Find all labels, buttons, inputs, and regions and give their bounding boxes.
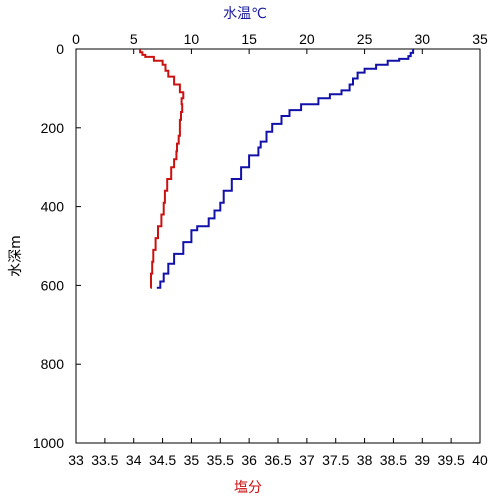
top-tick-label: 0 xyxy=(72,31,80,47)
bottom-tick-label: 37 xyxy=(299,452,315,468)
bottom-tick-label: 35 xyxy=(184,452,200,468)
left-axis-ticks: 0 200 400 600 800 1000 xyxy=(33,41,81,451)
bottom-tick-label: 33.5 xyxy=(91,452,118,468)
bottom-tick-label: 35.5 xyxy=(207,452,234,468)
bottom-tick-label: 36 xyxy=(241,452,257,468)
left-axis-title: 水深m xyxy=(8,235,24,277)
top-tick-label: 30 xyxy=(414,31,430,47)
top-axis-ticks: 0 5 10 15 20 25 30 35 xyxy=(72,31,488,54)
left-tick-label: 200 xyxy=(41,120,65,136)
bottom-tick-label: 36.5 xyxy=(264,452,291,468)
bottom-tick-label: 39.5 xyxy=(438,452,465,468)
left-tick-label: 800 xyxy=(41,356,65,372)
plot-frame xyxy=(75,48,481,444)
bottom-tick-label: 40 xyxy=(472,452,488,468)
left-tick-label: 400 xyxy=(41,199,65,215)
bottom-axis-ticks: 33 33.5 34 34.5 35 35.5 36 36.5 37 37.5 38 38.5 39 39… xyxy=(68,438,488,468)
bottom-tick-label: 34 xyxy=(126,452,142,468)
top-tick-label: 15 xyxy=(241,31,257,47)
series-line-1 xyxy=(139,49,185,289)
series-line-2 xyxy=(156,49,415,289)
left-tick-label: 600 xyxy=(41,277,65,293)
series-group xyxy=(139,49,415,289)
bottom-tick-label: 37.5 xyxy=(322,452,349,468)
top-tick-label: 10 xyxy=(184,31,200,47)
left-tick-label: 1000 xyxy=(33,435,64,451)
top-axis-title: 水温℃ xyxy=(223,6,267,22)
bottom-tick-label: 39 xyxy=(414,452,430,468)
bottom-axis-title: 塩分 xyxy=(234,480,262,496)
bottom-tick-label: 33 xyxy=(68,452,84,468)
top-tick-label: 25 xyxy=(357,31,373,47)
bottom-tick-label: 38.5 xyxy=(380,452,407,468)
bottom-tick-label: 38 xyxy=(357,452,373,468)
bottom-tick-label: 34.5 xyxy=(149,452,176,468)
top-tick-label: 35 xyxy=(472,31,488,47)
top-tick-label: 20 xyxy=(299,31,315,47)
left-tick-label: 0 xyxy=(56,41,64,57)
top-tick-label: 5 xyxy=(130,31,138,47)
